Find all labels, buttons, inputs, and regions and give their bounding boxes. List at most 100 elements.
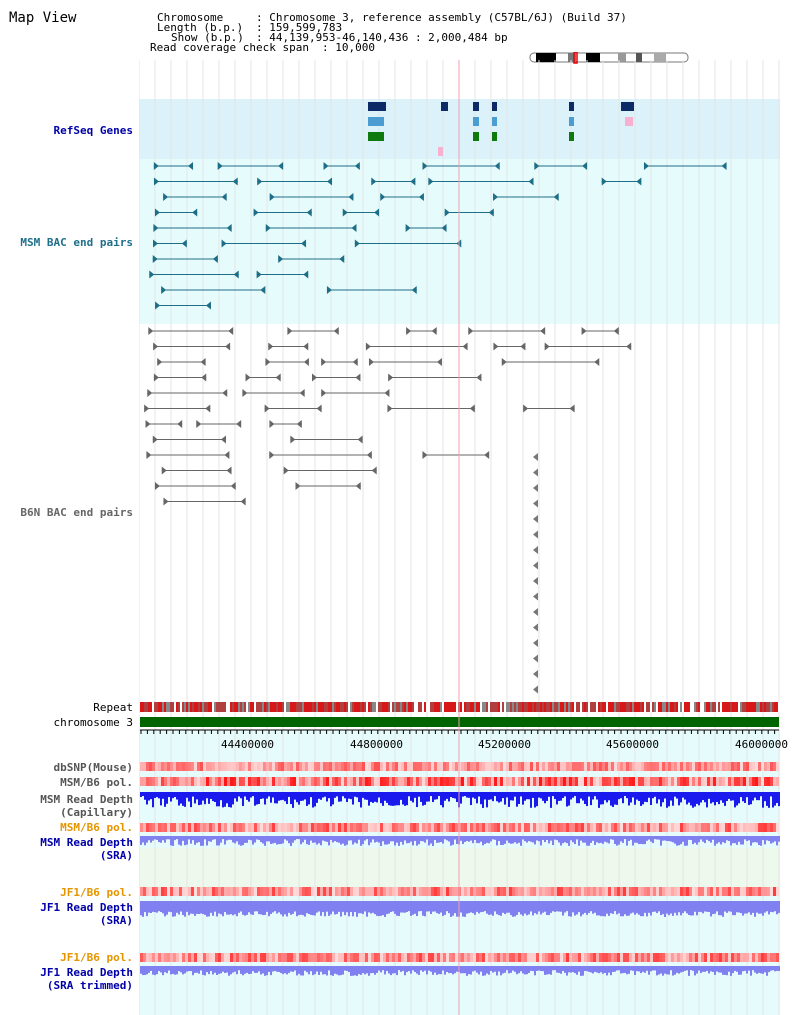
depth-bar	[238, 836, 240, 845]
depth-bar	[574, 836, 576, 845]
depth-bar	[424, 966, 426, 971]
pol-cell	[449, 953, 452, 962]
depth-bar	[364, 836, 366, 841]
depth-bar	[532, 901, 534, 916]
track-label-msm-bac[interactable]: MSM BAC end pairs	[20, 236, 133, 249]
pol-cell	[215, 887, 218, 896]
depth-bar	[330, 966, 332, 976]
pol-cell	[752, 777, 755, 786]
pol-cell	[485, 953, 488, 962]
repeat-segment	[328, 702, 330, 712]
track-label-jf1-depth-sra[interactable]: JF1 Read Depth	[40, 901, 133, 914]
bac-end-marker	[192, 208, 198, 217]
depth-bar	[482, 792, 484, 808]
track-label-msm-b6-pol-1[interactable]: MSM/B6 pol.	[60, 776, 133, 789]
repeat-segment	[682, 702, 684, 712]
depth-bar	[280, 901, 282, 915]
repeat-segment	[314, 702, 316, 712]
depth-bar	[692, 836, 694, 845]
depth-bar	[552, 966, 554, 971]
track-label-b6n-bac[interactable]: B6N BAC end pairs	[20, 506, 133, 519]
depth-bar	[190, 966, 192, 972]
bac-end-marker	[153, 162, 159, 170]
depth-bar	[250, 836, 252, 841]
pol-cell	[584, 777, 587, 786]
pol-cell	[200, 953, 203, 962]
pol-cell	[371, 777, 374, 786]
depth-bar	[400, 836, 402, 842]
depth-bar	[190, 901, 192, 914]
depth-bar	[532, 966, 534, 972]
track-label-msm-depth-sra[interactable]: MSM Read Depth	[40, 836, 133, 849]
depth-bar	[578, 836, 580, 846]
pol-cell	[356, 777, 359, 786]
pol-cell	[590, 762, 593, 771]
track-label-jf1-depth-trimmed[interactable]: JF1 Read Depth	[40, 966, 133, 979]
pol-cell	[290, 777, 293, 786]
pol-cell	[707, 762, 710, 771]
depth-bar	[170, 836, 172, 846]
pol-cell	[596, 953, 599, 962]
pol-cell	[350, 887, 353, 896]
depth-bar	[658, 792, 660, 800]
bac-end-marker	[410, 177, 416, 186]
depth-bar	[360, 836, 362, 846]
pol-cell	[740, 823, 743, 832]
track-label-jf1-b6-pol-2[interactable]: JF1/B6 pol.	[60, 951, 133, 964]
depth-bar	[318, 836, 320, 844]
pol-cell	[314, 762, 317, 771]
depth-bar	[234, 966, 236, 972]
depth-bar	[526, 966, 528, 975]
track-label-dbsnp[interactable]: dbSNP(Mouse)	[53, 761, 133, 774]
pol-cell	[503, 777, 506, 786]
depth-bar	[334, 792, 336, 798]
track-label-msm-depth-capillary[interactable]: MSM Read Depth	[40, 793, 133, 806]
track-label-msm-b6-pol-2[interactable]: MSM/B6 pol.	[60, 821, 133, 834]
pol-cell	[401, 777, 404, 786]
pol-cell	[542, 823, 545, 832]
pol-cell	[692, 762, 695, 771]
pol-cell	[674, 762, 677, 771]
depth-bar	[576, 966, 578, 975]
msm-bac-track[interactable]	[149, 162, 727, 310]
depth-bar	[368, 792, 370, 806]
pol-cell	[761, 762, 764, 771]
depth-bar	[196, 792, 198, 800]
pol-cell	[524, 953, 527, 962]
pol-cell	[404, 777, 407, 786]
pol-cell	[521, 762, 524, 771]
depth-bar	[456, 966, 458, 972]
pol-cell	[740, 953, 743, 962]
repeat-segment	[236, 702, 238, 712]
pol-cell	[515, 887, 518, 896]
pol-cell	[743, 887, 746, 896]
depth-bar	[268, 966, 270, 972]
depth-bar	[570, 836, 572, 841]
depth-bar	[428, 836, 430, 846]
refseq-genes-track[interactable]	[368, 102, 634, 156]
depth-bar	[678, 792, 680, 806]
pol-cell	[320, 762, 323, 771]
track-label-refseq[interactable]: RefSeq Genes	[53, 124, 133, 137]
depth-bar	[446, 966, 448, 972]
pol-cell	[182, 953, 185, 962]
repeat-segment	[294, 702, 296, 712]
depth-bar	[466, 792, 468, 798]
pol-cell	[212, 777, 215, 786]
repeat-segment	[158, 702, 160, 712]
b6n-bac-track[interactable]	[144, 327, 632, 694]
pol-cell	[776, 887, 779, 896]
track-canvas[interactable]	[139, 0, 780, 1015]
pol-cell	[566, 777, 569, 786]
track-label-jf1-b6-pol-1[interactable]: JF1/B6 pol.	[60, 886, 133, 899]
depth-bar	[304, 966, 306, 971]
depth-bar	[574, 901, 576, 916]
depth-bar	[172, 792, 174, 799]
pol-cell	[581, 953, 584, 962]
pol-cell	[299, 762, 302, 771]
chromosome-ideogram[interactable]	[528, 52, 690, 64]
pol-cell	[173, 762, 176, 771]
depth-bar	[528, 966, 530, 973]
pol-cell	[755, 777, 758, 786]
pol-cell	[239, 777, 242, 786]
